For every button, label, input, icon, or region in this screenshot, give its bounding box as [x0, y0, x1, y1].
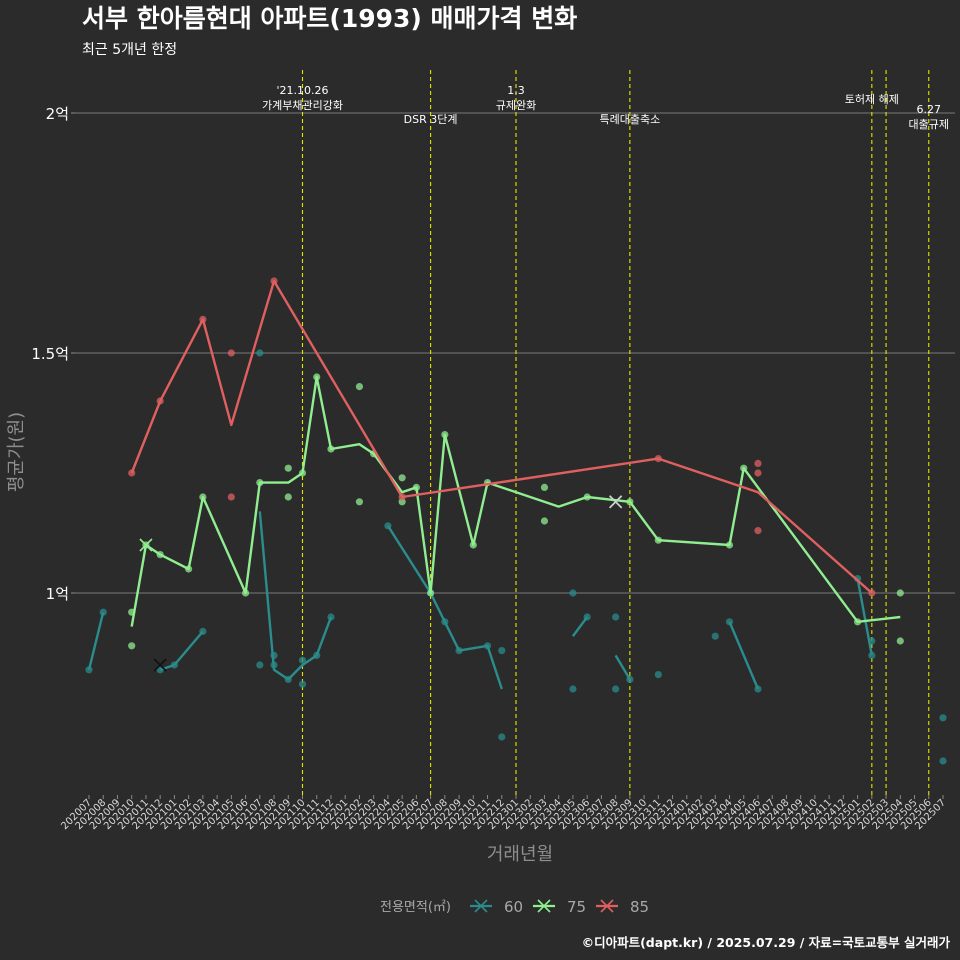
data-point [612, 685, 620, 693]
event-label: 가계부채관리강화 [262, 99, 343, 112]
series-layer [85, 277, 947, 765]
chart-subtitle: 최근 5개년 한정 [82, 42, 177, 58]
series-line [386, 525, 503, 690]
data-point [99, 608, 107, 616]
x-axis-title: 거래년월 [487, 844, 553, 865]
y-tick-label: 1억 [46, 585, 69, 603]
event-label: 6.27 [917, 103, 942, 116]
series-line [130, 279, 873, 594]
legend-item-60: 60 [470, 898, 523, 916]
y-tick-label: 1.5억 [31, 345, 69, 363]
data-point [896, 637, 904, 645]
data-point [398, 474, 406, 482]
data-point [540, 483, 549, 491]
data-point [298, 656, 307, 664]
data-point [227, 493, 235, 501]
data-point [754, 459, 762, 467]
event-label: 대출규제 [909, 118, 949, 131]
series-line [159, 630, 204, 671]
y-axis-ticks: 1억 1.5억 2억 [31, 105, 69, 603]
y-axis-title: 평균가(원) [6, 412, 27, 492]
source-credit: ©디아파트(dapt.kr) / 2025.07.29 / 자료=국토교통부 실… [582, 935, 951, 950]
event-label: '21.10.26 [276, 84, 328, 97]
series-line [728, 621, 760, 690]
data-point [711, 632, 719, 640]
event-label: 규제완화 [496, 99, 536, 112]
data-point [569, 589, 577, 597]
data-point [754, 469, 762, 477]
data-point [128, 642, 136, 650]
series-line [856, 578, 873, 656]
data-point [85, 666, 93, 674]
legend-item-85: 85 [596, 898, 649, 916]
data-point [540, 517, 549, 525]
chart-title: 서부 한아름현대 아파트(1993) 매매가격 변화 [82, 4, 577, 33]
cross-marker [153, 658, 167, 672]
legend-label: 85 [630, 898, 649, 916]
legend-label: 75 [567, 898, 586, 916]
data-point [227, 349, 235, 357]
legend-swatch-cross [537, 899, 551, 913]
data-point [256, 349, 264, 357]
event-label: DSR 3단계 [404, 113, 458, 126]
series-line [258, 511, 333, 681]
data-point [654, 671, 662, 679]
legend-title: 전용면적(㎡) [380, 900, 451, 915]
event-label: 토허제 해제 [845, 92, 899, 106]
legend-swatch-cross [600, 899, 614, 913]
data-point [939, 757, 947, 765]
data-point [355, 498, 364, 506]
series-line [571, 616, 589, 637]
series-line [130, 375, 901, 627]
data-point [498, 647, 506, 655]
series-75 [128, 373, 904, 650]
data-point [284, 464, 292, 472]
legend-label: 60 [504, 898, 523, 916]
cross-marker [139, 538, 153, 552]
series-60 [85, 349, 947, 765]
data-point [939, 714, 947, 722]
data-point [868, 651, 876, 660]
cross-marker [609, 495, 623, 509]
series-85 [128, 277, 876, 597]
y-tick-label: 2억 [46, 105, 69, 123]
legend: 전용면적(㎡) 60 75 85 [380, 898, 649, 916]
legend-item-75: 75 [533, 898, 586, 916]
event-label: 1.3 [507, 84, 525, 97]
data-point [569, 685, 577, 693]
event-label: 특례대출축소 [599, 113, 660, 126]
data-point [896, 589, 904, 597]
data-point [256, 661, 264, 669]
grid-lines [71, 112, 955, 594]
data-point [298, 680, 307, 688]
data-point [612, 613, 620, 621]
legend-swatch-cross [474, 899, 488, 913]
x-axis-ticks: 2020072020082020092020102020112020122021… [59, 795, 948, 832]
data-point [754, 527, 762, 535]
data-point [284, 493, 292, 501]
data-point [355, 383, 364, 391]
data-point [498, 733, 506, 741]
series-line [614, 654, 631, 681]
series-line [87, 611, 105, 671]
